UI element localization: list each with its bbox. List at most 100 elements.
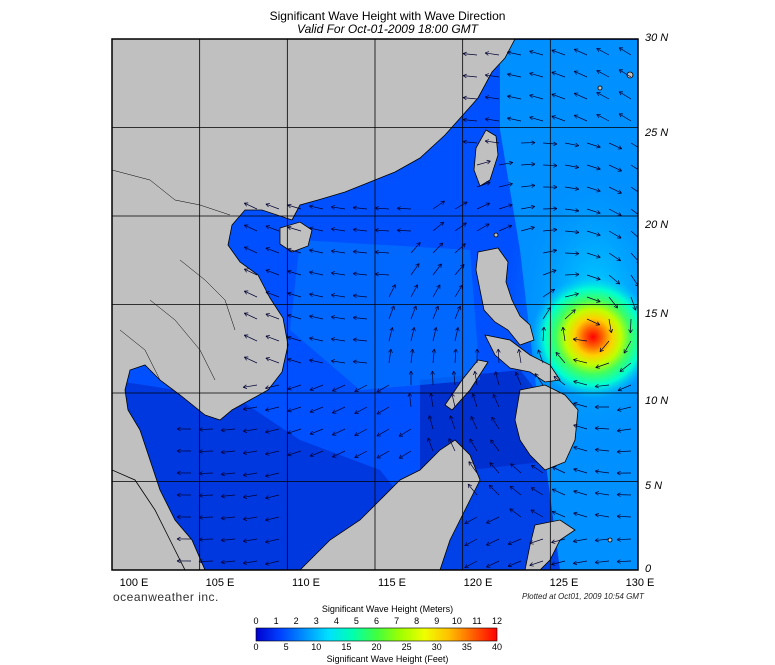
wave-arrow <box>331 316 346 320</box>
wave-arrow <box>564 164 579 168</box>
brand-logo-text: oceanweather inc. <box>113 590 219 604</box>
wave-arrow <box>586 208 601 214</box>
wave-arrow-head <box>616 428 621 432</box>
wave-arrow <box>586 186 601 192</box>
wave-arrow <box>430 393 434 408</box>
wave-arrow <box>586 164 601 170</box>
wave-arrow-head <box>575 229 580 233</box>
wave-arrow-head <box>441 242 444 247</box>
wave-arrow-head <box>265 409 270 412</box>
wave-arrow-head <box>575 232 580 235</box>
wave-arrow-head <box>407 392 410 397</box>
wave-arrow-head <box>623 350 628 354</box>
wave-arrow-head <box>433 348 437 353</box>
map-subtitle: Valid For Oct-01-2009 18:00 GMT <box>297 22 478 36</box>
wave-arrow <box>534 373 544 386</box>
wave-arrow <box>573 359 588 364</box>
wave-arrow <box>468 461 478 474</box>
wave-arrow-head <box>635 306 637 311</box>
wave-arrow-head <box>198 495 203 498</box>
wave-arrow-head <box>509 486 512 491</box>
wave-arrow <box>265 428 280 433</box>
wave-arrow-head <box>427 437 432 441</box>
wave-arrow-head <box>469 438 474 442</box>
wave-arrow <box>243 428 258 432</box>
wave-arrow-head <box>573 402 577 407</box>
wave-arrow <box>331 206 346 210</box>
wave-arrow <box>221 516 236 519</box>
meter-tick-6: 6 <box>373 616 380 626</box>
wave-arrow-head <box>309 204 314 207</box>
lon-label-115: 115 E <box>378 577 406 589</box>
wave-arrow-head <box>594 406 599 410</box>
wave-arrow <box>332 406 346 414</box>
wave-arrow-head <box>553 143 558 147</box>
wave-arrow <box>529 72 544 78</box>
wave-arrow-head <box>352 295 357 299</box>
wave-arrow-head <box>242 472 247 476</box>
wave-arrow-head <box>265 387 270 390</box>
wave-arrow-head <box>486 181 491 183</box>
wave-arrow-head <box>243 562 248 565</box>
wave-arrow-head <box>515 371 519 375</box>
wave-arrow-head <box>529 543 534 545</box>
wave-arrow <box>489 462 500 474</box>
wave-arrow <box>573 424 588 430</box>
wave-arrow <box>221 472 236 475</box>
wave-arrow-head <box>265 357 270 359</box>
wave-arrow-head <box>436 284 441 288</box>
wave-arrow-head <box>529 93 534 96</box>
wave-arrow-head <box>431 348 435 353</box>
wave-arrow-head <box>331 205 336 208</box>
wave-arrow <box>617 406 632 411</box>
wave-arrow <box>244 312 258 320</box>
wave-arrow <box>573 446 588 452</box>
wave-arrow-head <box>571 309 576 311</box>
wave-arrow-head <box>552 269 557 271</box>
wave-arrow <box>618 113 632 122</box>
wave-arrow <box>244 246 258 254</box>
wave-arrow <box>375 207 390 210</box>
wave-arrow-head <box>242 560 247 564</box>
wave-arrow-head <box>374 228 379 231</box>
wave-arrow-head <box>495 371 499 375</box>
wave-arrow <box>410 242 421 254</box>
wave-arrow-head <box>617 280 621 285</box>
wave-arrow-head <box>287 248 291 253</box>
wave-arrow <box>564 252 580 254</box>
wave-arrow <box>486 516 500 524</box>
wave-arrow-head <box>573 511 578 514</box>
wave-arrow-head <box>618 212 622 216</box>
wave-direction-arrows <box>176 47 638 569</box>
wave-arrow-head <box>265 407 269 411</box>
wave-arrow <box>564 273 580 276</box>
wave-arrow-head <box>462 97 467 101</box>
wave-arrow <box>453 371 456 386</box>
wave-arrow-head <box>488 484 494 487</box>
wave-arrow-head <box>474 348 478 353</box>
wave-arrow-head <box>573 359 577 363</box>
wave-arrow-head <box>374 251 379 255</box>
wave-arrow <box>573 468 588 474</box>
wave-arrow <box>244 290 258 298</box>
wave-arrow <box>353 339 368 342</box>
wave-arrow-head <box>376 410 380 415</box>
wave-arrow-head <box>619 367 622 372</box>
wave-arrow <box>265 406 280 411</box>
wave-arrow <box>287 428 302 434</box>
feet-tick-1: 5 <box>283 642 289 652</box>
islet <box>493 232 499 238</box>
wave-arrow <box>265 291 280 298</box>
wave-arrow <box>331 294 346 298</box>
islet <box>607 537 613 543</box>
wave-arrow <box>375 229 390 232</box>
wave-arrow-head <box>352 227 357 230</box>
wave-arrow-head <box>220 430 225 433</box>
wave-arrow-head <box>352 273 357 277</box>
wave-arrow <box>354 384 368 392</box>
wave-arrow <box>564 293 579 298</box>
feet-tick-5: 25 <box>401 642 412 652</box>
wave-arrow-head <box>632 307 636 311</box>
wave-arrow <box>432 305 439 320</box>
wave-arrow-head <box>573 489 578 492</box>
